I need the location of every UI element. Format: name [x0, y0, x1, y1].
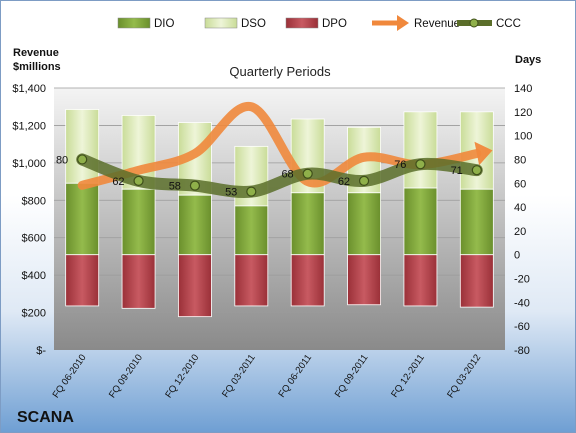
bar-dpo: [178, 254, 212, 318]
right-tick-label: 100: [514, 131, 532, 143]
lines: 80 62 58 53 68 62 76 71: [56, 102, 493, 199]
ccc-point: [133, 175, 144, 186]
company-name: SCANA: [17, 409, 74, 426]
x-tick-label: FQ 12-2011: [389, 352, 427, 399]
ccc-data-label: 62: [338, 176, 350, 188]
legend-marker: [117, 17, 151, 29]
legend-label: DPO: [322, 18, 347, 30]
legend-label: DSO: [241, 18, 266, 30]
x-axis: FQ 06-2010 FQ 09-2010 FQ 12-2010 FQ 03-2011…: [51, 352, 484, 400]
right-tick-label: 60: [514, 178, 526, 190]
left-axis: $- $200 $400 $600 $800 $1,000 $1,200 $1,400: [12, 83, 46, 357]
legend-marker: [204, 17, 238, 29]
plot-area: [54, 88, 505, 350]
bar-dio: [290, 192, 325, 256]
ccc-point: [302, 168, 313, 179]
legend-label: DIO: [154, 18, 175, 30]
legend-label: CCC: [496, 18, 521, 30]
x-tick-label: FQ 06-2010: [51, 352, 89, 400]
bar-dso: [65, 109, 100, 184]
right-tick-label: -60: [514, 321, 530, 333]
right-tick-label: -20: [514, 274, 530, 286]
ccc-data-label: 62: [112, 176, 124, 188]
right-tick-label: -80: [514, 345, 530, 357]
left-tick-label: $1,400: [12, 83, 46, 95]
x-tick-label: FQ 06-2011: [276, 352, 314, 399]
legend-marker: [285, 17, 319, 29]
legend: DIO DSO DPO Revenue CCC: [117, 15, 521, 31]
left-tick-label: $1,200: [12, 120, 46, 132]
bar-dpo: [65, 254, 100, 307]
right-tick-label: -40: [514, 297, 530, 309]
bar-dpo: [459, 254, 494, 308]
legend-label: Revenue: [414, 18, 460, 30]
left-tick-label: $400: [22, 270, 46, 282]
right-tick-label: 20: [514, 226, 526, 238]
revenue-arrowhead: [474, 141, 493, 166]
left-tick-label: $-: [36, 345, 46, 357]
chart-title: Quarterly Periods: [229, 64, 331, 79]
y-axis-left-label: Revenue $millions: [13, 47, 61, 73]
x-tick-label: FQ 03-2012: [445, 352, 483, 400]
bar-dio: [178, 194, 212, 256]
ccc-point: [77, 154, 88, 165]
ccc-point: [246, 186, 257, 197]
y-axis-right-label: Days: [515, 54, 541, 66]
left-tick-label: $1,000: [12, 158, 46, 170]
bar-dpo: [121, 254, 156, 309]
x-tick-label: FQ 09-2011: [333, 352, 371, 399]
bar-dio: [65, 182, 100, 256]
legend-marker: [397, 15, 409, 31]
bar-dpo: [403, 254, 438, 307]
right-tick-label: 120: [514, 107, 532, 119]
right-tick-label: 0: [514, 250, 520, 262]
ccc-data-label: 80: [56, 154, 68, 166]
bar-dio: [459, 188, 494, 256]
ccc-point: [471, 165, 482, 176]
right-tick-label: 40: [514, 202, 526, 214]
bar-dio: [121, 188, 156, 256]
x-tick-label: FQ 12-2010: [163, 352, 201, 400]
bar-dio: [403, 187, 438, 256]
left-tick-label: $200: [22, 308, 46, 320]
ccc-point: [189, 180, 201, 191]
bar-dso: [403, 111, 438, 189]
right-tick-label: 140: [514, 83, 532, 95]
ccc-data-label: 58: [169, 181, 181, 193]
ccc-data-label: 53: [225, 187, 237, 199]
bar-dpo: [234, 254, 269, 307]
legend-marker: [469, 18, 479, 28]
ccc-point: [358, 175, 370, 186]
bar-dpo: [290, 254, 325, 307]
bar-dio: [347, 192, 381, 256]
ccc-data-label: 76: [394, 159, 406, 171]
ccc-data-label: 68: [281, 169, 293, 181]
bar-dio: [234, 205, 269, 256]
x-tick-label: FQ 03-2011: [220, 352, 258, 399]
right-tick-label: 80: [514, 154, 526, 166]
ccc-point: [415, 159, 426, 170]
right-axis: -80 -60 -40 -20 0 20 40 60 80 100 120 140: [514, 83, 532, 357]
x-tick-label: FQ 09-2010: [107, 352, 145, 400]
left-tick-label: $600: [22, 233, 46, 245]
bar-dpo: [347, 254, 381, 306]
left-tick-label: $800: [22, 195, 46, 207]
ccc-data-label: 71: [451, 165, 463, 177]
